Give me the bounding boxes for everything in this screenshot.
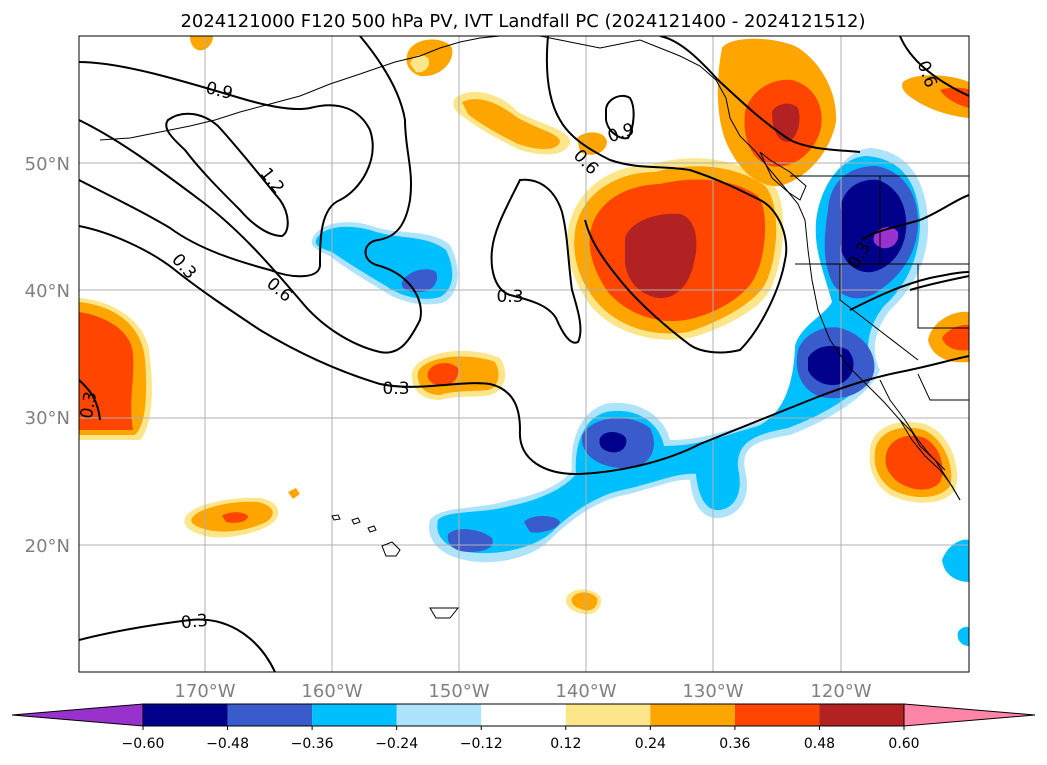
colorbar-cell bbox=[143, 704, 228, 726]
negative-anomaly-hi-core-dark bbox=[599, 432, 627, 453]
contour-0.3-ore bbox=[861, 194, 969, 241]
colorbar-tick-label: 0.60 bbox=[888, 736, 919, 752]
state-border-4 bbox=[917, 264, 969, 329]
contour-0.6-northeast bbox=[899, 36, 969, 97]
negative-anomaly-mid-blob bbox=[524, 516, 560, 533]
contour-0.3-west-edge bbox=[79, 379, 101, 421]
contour-0.9-small bbox=[605, 94, 635, 140]
colorbar-tick-label: −0.48 bbox=[206, 736, 249, 752]
contour-0.9-east bbox=[545, 36, 788, 354]
aleutian-coast bbox=[99, 36, 501, 141]
pv-contours bbox=[79, 36, 969, 672]
state-border-6 bbox=[917, 373, 969, 401]
lat-label-40n: 40°N bbox=[25, 281, 70, 302]
positive-anomaly-aleutian-light bbox=[410, 55, 430, 73]
figure-title: 2024121000 F120 500 hPa PV, IVT Landfall… bbox=[180, 11, 865, 32]
positive-anomaly-west-edge-inner bbox=[79, 312, 134, 430]
contour-0.3-south bbox=[79, 618, 276, 672]
lat-label-20n: 20°N bbox=[25, 536, 70, 557]
colorbar-tick-label: 0.36 bbox=[719, 736, 750, 752]
map-panel: 0.9 1.2 0.3 0.6 0.9 0.6 0.3 0.3 0.3 0.3 … bbox=[77, 35, 970, 673]
contour-0.6-northwest bbox=[79, 36, 422, 354]
colorbar-cells bbox=[142, 703, 905, 727]
colorbar-tick-label: 0.12 bbox=[550, 736, 581, 752]
lat-label-30n: 30°N bbox=[25, 408, 70, 429]
vancouver-island bbox=[759, 151, 807, 201]
colorbar-cell bbox=[481, 704, 566, 726]
contour-0.6-east bbox=[909, 275, 969, 291]
negative-anomaly-california-dark bbox=[808, 345, 854, 386]
negative-anomaly-east-edge-tiny bbox=[957, 626, 969, 646]
colorbar-cell bbox=[312, 704, 397, 726]
colorbar-cell bbox=[650, 704, 735, 726]
longitude-labels: 170°W 160°W 150°W 140°W 130°W 120°W bbox=[174, 681, 871, 702]
negative-anomaly-east-edge-south bbox=[942, 539, 969, 582]
contour-0.3-center bbox=[490, 178, 582, 344]
colorbar-tick-label: −0.24 bbox=[375, 736, 418, 752]
state-border-3 bbox=[839, 264, 919, 361]
positive-anomaly-central-darkred bbox=[625, 213, 697, 299]
colorbar-cell bbox=[396, 704, 482, 726]
colorbar-cell bbox=[734, 704, 820, 726]
graticule bbox=[79, 36, 969, 672]
colorbar-tick-label: −0.60 bbox=[122, 736, 165, 752]
colorbar-cell bbox=[227, 704, 313, 726]
positive-anomaly-small-gulf bbox=[577, 132, 607, 155]
positive-anomaly-tiny bbox=[288, 488, 300, 499]
colorbar: −0.60 −0.48 −0.36 −0.24 −0.12 0.12 0.24 0.36 0.4… bbox=[11, 703, 1036, 752]
positive-anomaly-subtropical-red bbox=[427, 363, 459, 386]
latitude-labels: 50°N 40°N 30°N 20°N bbox=[25, 154, 70, 557]
contour-1.2 bbox=[165, 112, 289, 238]
contour-0.9-north bbox=[79, 61, 374, 278]
contour-0.3-se bbox=[659, 36, 861, 153]
contour-0.3-west bbox=[79, 225, 969, 476]
baja-peninsula bbox=[879, 379, 946, 471]
positive-anomaly-baja-red bbox=[885, 435, 943, 490]
hawaii-oahu bbox=[351, 517, 361, 525]
positive-anomaly-east-edge-red bbox=[942, 324, 969, 351]
lon-label-160w: 160°W bbox=[301, 681, 362, 702]
positive-anomaly-northeast bbox=[902, 75, 969, 118]
colorbar-tick-label: 0.48 bbox=[804, 736, 835, 752]
hawaii-kauai bbox=[331, 514, 341, 521]
lon-label-170w: 170°W bbox=[174, 681, 235, 702]
positive-anomaly-tropical-small-orange bbox=[571, 592, 598, 611]
contour-label: 0.3 bbox=[382, 379, 409, 399]
lon-label-140w: 140°W bbox=[555, 681, 616, 702]
positive-anomaly-top-left bbox=[190, 36, 213, 51]
negative-anomaly-oregon-dark bbox=[840, 179, 907, 273]
colorbar-extend-low bbox=[11, 703, 144, 727]
lon-label-130w: 130°W bbox=[682, 681, 743, 702]
contour-label: 0.3 bbox=[180, 611, 209, 634]
contour-label: 0.3 bbox=[496, 287, 523, 307]
mexico-coast bbox=[899, 419, 961, 501]
colorbar-ticks: −0.60 −0.48 −0.36 −0.24 −0.12 0.12 0.24 0.36 0.4… bbox=[122, 726, 920, 752]
colorbar-tick-label: 0.24 bbox=[635, 736, 666, 752]
lon-label-120w: 120°W bbox=[810, 681, 871, 702]
hawaii-big-island bbox=[381, 541, 401, 557]
map-frame bbox=[78, 35, 970, 673]
colorbar-cell bbox=[819, 704, 904, 726]
positive-anomaly-gulf-streak-core bbox=[462, 99, 560, 149]
colorbar-tick-label: −0.12 bbox=[460, 736, 503, 752]
lat-label-50n: 50°N bbox=[25, 154, 70, 175]
colorbar-tick-label: −0.36 bbox=[291, 736, 334, 752]
contour-label: 0.3 bbox=[77, 390, 101, 420]
positive-anomaly-hawaii-west-red bbox=[222, 512, 248, 523]
shaded-anomalies bbox=[79, 36, 969, 646]
small-island-south bbox=[429, 607, 460, 619]
lon-label-150w: 150°W bbox=[428, 681, 489, 702]
contour-labels: 0.9 1.2 0.3 0.6 0.9 0.6 0.3 0.3 0.3 0.3 … bbox=[77, 58, 941, 634]
colorbar-extend-high bbox=[903, 703, 1036, 727]
coastlines bbox=[99, 36, 969, 619]
contour-0.3-ore-south bbox=[849, 271, 969, 311]
hawaii-maui bbox=[367, 525, 377, 533]
colorbar-cell bbox=[565, 704, 651, 726]
